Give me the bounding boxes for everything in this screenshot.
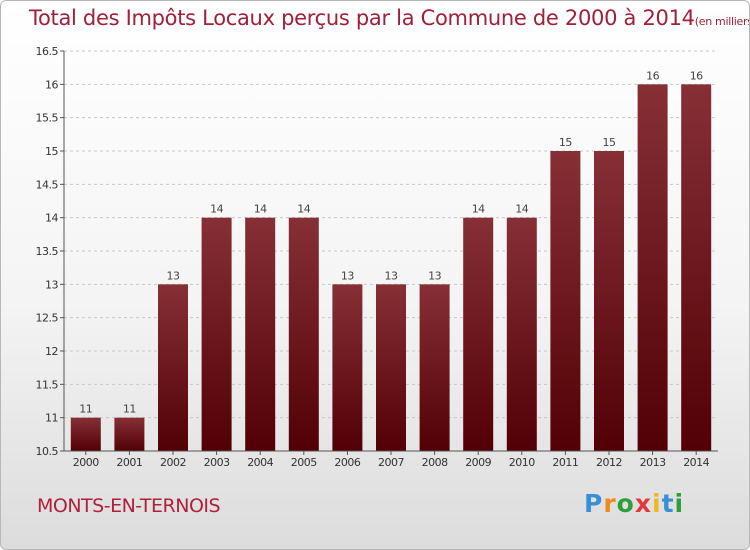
y-tick-label: 12.5: [36, 312, 59, 325]
value-label: 14: [297, 203, 310, 216]
y-tick-label: 14.5: [36, 178, 59, 191]
value-label: 13: [341, 269, 354, 282]
value-label: 14: [515, 203, 528, 216]
bar-2000[interactable]: [70, 417, 101, 451]
value-label: 14: [472, 203, 485, 216]
y-tick-label: 12: [45, 345, 58, 358]
logo-letter: o: [616, 489, 635, 518]
bar-2005[interactable]: [288, 217, 319, 451]
bar-2007[interactable]: [376, 284, 406, 451]
logo-letter: P: [584, 489, 604, 518]
value-label: 11: [79, 403, 92, 416]
bar-2012[interactable]: [594, 151, 624, 451]
y-tick-label: 11: [45, 412, 58, 425]
logo-letter: i: [652, 489, 662, 518]
y-tick-label: 11.5: [36, 378, 59, 391]
x-tick-label: 2000: [73, 456, 99, 469]
x-tick-label: 2006: [334, 456, 360, 469]
value-label: 15: [559, 136, 572, 149]
x-tick-label: 2009: [465, 456, 491, 469]
labels: 10.5 11 11.5 12 12.5 13 13.5 14 14.5 15 15.5 16 16.5…: [36, 45, 711, 469]
y-tick-label: 15: [45, 145, 58, 158]
y-tick-label: 13: [45, 278, 58, 291]
bar-2006[interactable]: [332, 284, 363, 451]
proxiti-logo[interactable]: Proxiti: [584, 489, 684, 518]
x-tick-label: 2007: [378, 456, 404, 469]
value-label: 16: [646, 69, 659, 82]
logo-letter: r: [603, 489, 617, 518]
logo-letter: t: [661, 489, 675, 518]
commune-name: MONTS-EN-TERNOIS: [37, 495, 221, 517]
x-tick-label: 2001: [116, 456, 142, 469]
logo-letter: x: [634, 489, 652, 518]
bar-2004[interactable]: [245, 217, 276, 451]
chart-title-text: Total des Impôts Locaux perçus par la Co…: [29, 6, 695, 30]
value-label: 14: [210, 203, 223, 216]
x-tick-label: 2010: [509, 456, 535, 469]
bar-2010[interactable]: [506, 217, 537, 451]
y-tick-label: 13.5: [36, 245, 59, 258]
bar-2001[interactable]: [114, 417, 145, 451]
value-label: 14: [254, 203, 267, 216]
y-tick-label: 16: [45, 78, 58, 91]
x-tick-label: 2014: [683, 456, 709, 469]
y-tick-label: 10.5: [36, 445, 59, 458]
value-label: 11: [123, 403, 136, 416]
bar-2002[interactable]: [158, 284, 188, 451]
y-tick-label: 14: [45, 212, 58, 225]
y-tick-label: 16.5: [36, 45, 59, 58]
chart-title-unit: (en milliers d'€): [694, 15, 750, 28]
bar-2003[interactable]: [201, 217, 232, 451]
bar-2009[interactable]: [463, 217, 494, 451]
x-tick-label: 2003: [204, 456, 230, 469]
logo-letter: i: [674, 489, 685, 518]
chart-title: Total des Impôts Locaux perçus par la Co…: [29, 6, 750, 30]
x-tick-label: 2013: [640, 456, 666, 469]
value-label: 15: [603, 136, 616, 149]
x-tick-label: 2011: [552, 456, 578, 469]
y-tick-label: 15.5: [36, 112, 59, 125]
x-tick-label: 2008: [422, 456, 448, 469]
value-label: 13: [385, 269, 398, 282]
axes: [60, 50, 718, 455]
x-tick-label: 2002: [160, 456, 186, 469]
value-label: 13: [167, 269, 180, 282]
x-tick-label: 2012: [596, 456, 622, 469]
x-tick-label: 2004: [247, 456, 273, 469]
value-label: 13: [428, 269, 441, 282]
bars: [70, 84, 712, 451]
value-label: 16: [690, 69, 703, 82]
bar-2011[interactable]: [550, 151, 581, 451]
bar-2013[interactable]: [637, 84, 668, 451]
x-tick-label: 2005: [291, 456, 317, 469]
bar-2008[interactable]: [419, 284, 450, 451]
bar-2014[interactable]: [681, 84, 712, 451]
